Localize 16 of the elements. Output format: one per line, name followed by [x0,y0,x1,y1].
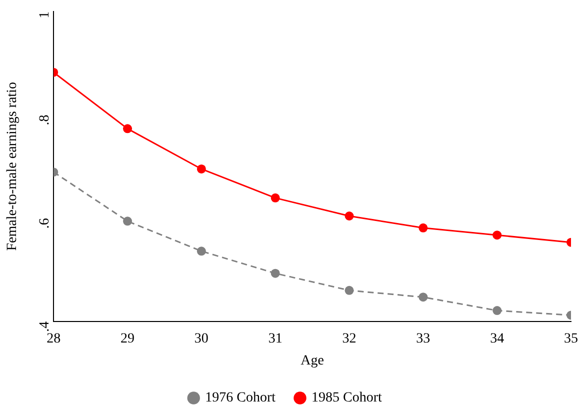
legend-label: 1985 Cohort [312,390,382,406]
x-tick-label: 30 [194,331,208,346]
y-tick-label: .6 [37,218,52,229]
x-tick-label: 28 [46,331,61,346]
y-axis-title: Female-to-male earnings ratio [5,82,20,251]
x-tick-label: 34 [490,331,504,346]
x-tick-label: 31 [268,331,282,346]
y-tick-label: .4 [37,321,52,332]
x-tick-label: 35 [564,331,578,346]
y-tick-label: 1 [37,11,52,18]
x-tick-label: 33 [416,331,430,346]
x-tick-label: 29 [120,331,135,346]
x-axis-title: Age [300,353,324,368]
y-tick-label: .8 [37,114,52,126]
legend-label: 1976 Cohort [205,390,276,406]
x-tick-label: 32 [342,331,356,346]
